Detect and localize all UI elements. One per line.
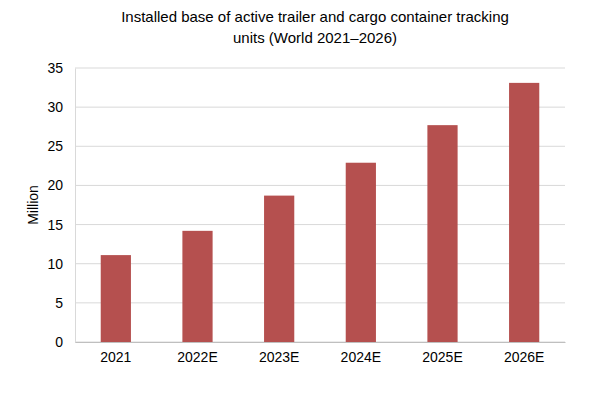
- x-tick-label: 2025E: [422, 349, 462, 365]
- y-axis-title: Million: [25, 185, 41, 225]
- bar: [101, 255, 131, 342]
- y-tick-label: 20: [47, 177, 63, 193]
- x-tick: 2021: [100, 342, 131, 365]
- y-tick: 20: [47, 177, 75, 193]
- grid-line: [75, 68, 565, 69]
- y-axis: 0 5 10 15 20 25 30 35: [47, 60, 75, 350]
- x-tick-label: 2024E: [341, 349, 381, 365]
- x-tick: 2026E: [504, 342, 544, 365]
- title: Installed base of active trailer and car…: [121, 8, 509, 46]
- bar: [427, 125, 457, 342]
- title-line: Installed base of active trailer and car…: [121, 8, 509, 25]
- x-axis-line: [76, 342, 566, 343]
- y-tick: 15: [47, 217, 75, 233]
- x-axis: 2021 2022E 2023E 2024E 2025E 2026E: [76, 342, 566, 365]
- y-tick: 5: [55, 295, 75, 311]
- chart: Installed base of active trailer and car…: [0, 0, 600, 400]
- x-tick: 2023E: [259, 342, 299, 365]
- y-tick: 35: [47, 60, 75, 76]
- bar: [264, 196, 294, 342]
- bar: [346, 163, 376, 342]
- x-tick: 2024E: [341, 342, 381, 365]
- plot: 0510152025303520212022E2023E2024E2025E20…: [47, 60, 565, 365]
- y-tick: 30: [47, 99, 75, 115]
- y-tick: 25: [47, 138, 75, 154]
- grid: [75, 68, 565, 342]
- y-tick-label: 30: [47, 99, 63, 115]
- grid-line: [75, 224, 565, 225]
- x-tick-label: 2022E: [177, 349, 217, 365]
- grid-line: [75, 146, 565, 147]
- grid-line: [75, 302, 565, 303]
- y-tick-label: 25: [47, 138, 63, 154]
- bar: [509, 83, 539, 342]
- y-tick: 10: [47, 256, 75, 272]
- x-tick-label: 2021: [100, 349, 131, 365]
- title-line: units (World 2021–2026): [233, 29, 397, 46]
- y-tick-label: 10: [47, 256, 63, 272]
- y-axis-line: [75, 69, 76, 343]
- y-tick-label: 35: [47, 60, 63, 76]
- bars: [101, 83, 540, 342]
- y-tick-label: 0: [55, 334, 63, 350]
- grid-line: [75, 263, 565, 264]
- x-tick-label: 2026E: [504, 349, 544, 365]
- grid-line: [75, 107, 565, 108]
- grid-line: [75, 342, 565, 343]
- grid-line: [75, 185, 565, 186]
- x-tick: 2022E: [177, 342, 217, 365]
- y-tick-label: 15: [47, 217, 63, 233]
- bar: [182, 231, 212, 342]
- x-tick-label: 2023E: [259, 349, 299, 365]
- y-tick-label: 5: [55, 295, 63, 311]
- x-tick: 2025E: [422, 342, 462, 365]
- y-tick: 0: [55, 334, 75, 350]
